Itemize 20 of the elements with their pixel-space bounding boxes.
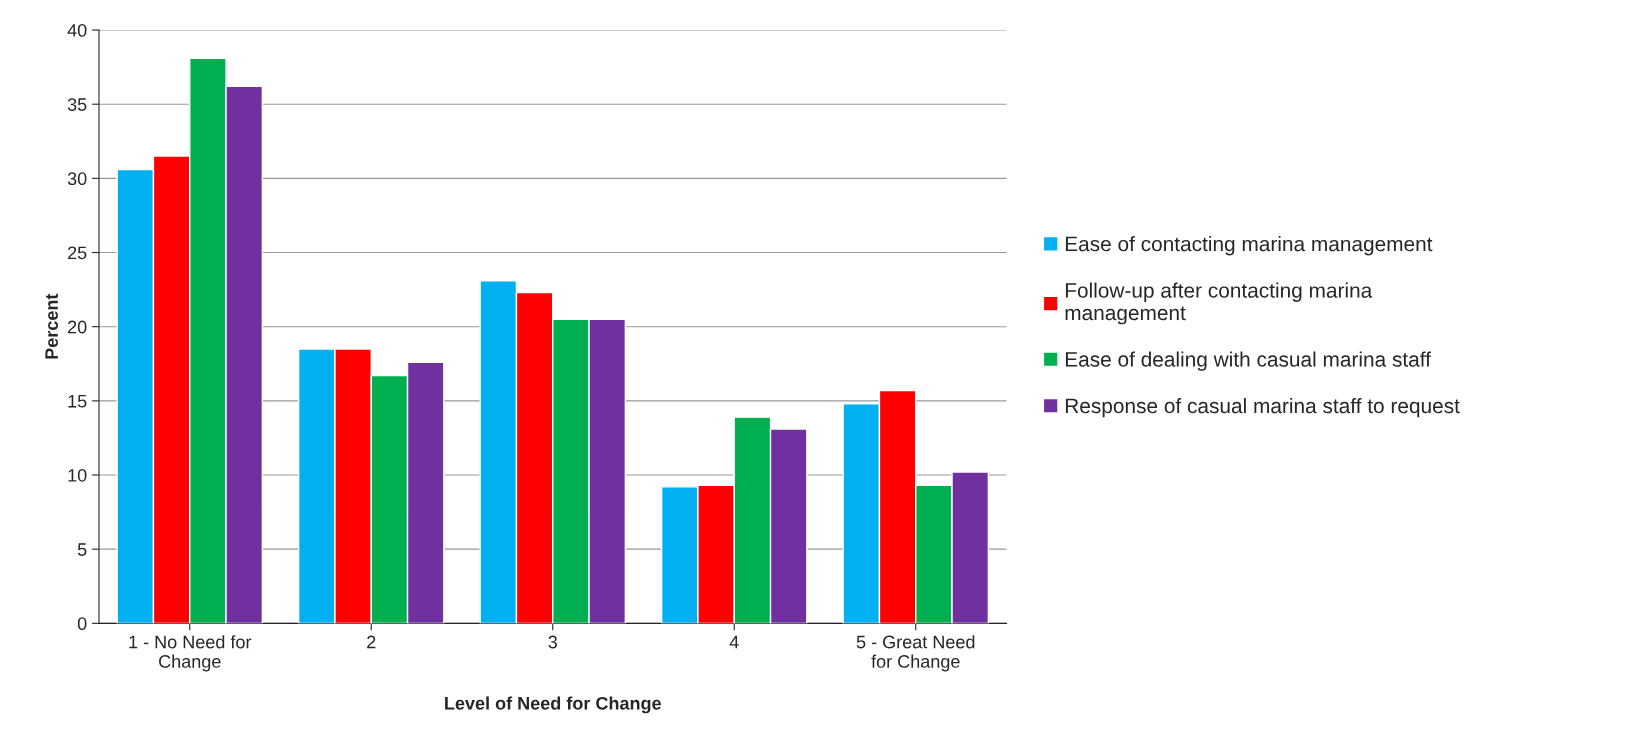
x-tick-label: 1 - No Need for Change	[129, 635, 252, 672]
y-tick-label: 10	[68, 468, 87, 482]
y-tick-label: 25	[68, 246, 87, 260]
legend-label: Follow-up after contacting marina management	[1065, 282, 1373, 325]
y-tick-label: 20	[68, 320, 87, 334]
x-tick-label: 5 - Great Need for Change	[856, 635, 975, 672]
y-tick-label: 5	[77, 543, 87, 556]
legend-label: Ease of contacting marina management	[1065, 236, 1433, 256]
x-tick-label: 3	[548, 635, 557, 649]
y-axis-title: Percent	[45, 293, 58, 359]
x-tick-label: 2	[367, 635, 376, 649]
y-tick-label: 15	[68, 394, 87, 408]
y-tick-label: 35	[67, 98, 87, 111]
y-tick-label: 30	[67, 172, 87, 186]
legend-label: Ease of dealing with casual marina staff	[1065, 351, 1431, 371]
y-tick-label: 40	[67, 23, 87, 37]
x-tick-label: 4	[729, 635, 739, 649]
legend-label: Response of casual marina staff to request	[1065, 397, 1460, 418]
y-tick-label: 0	[77, 617, 87, 631]
x-axis-title: Level of Need for Change	[445, 696, 661, 714]
